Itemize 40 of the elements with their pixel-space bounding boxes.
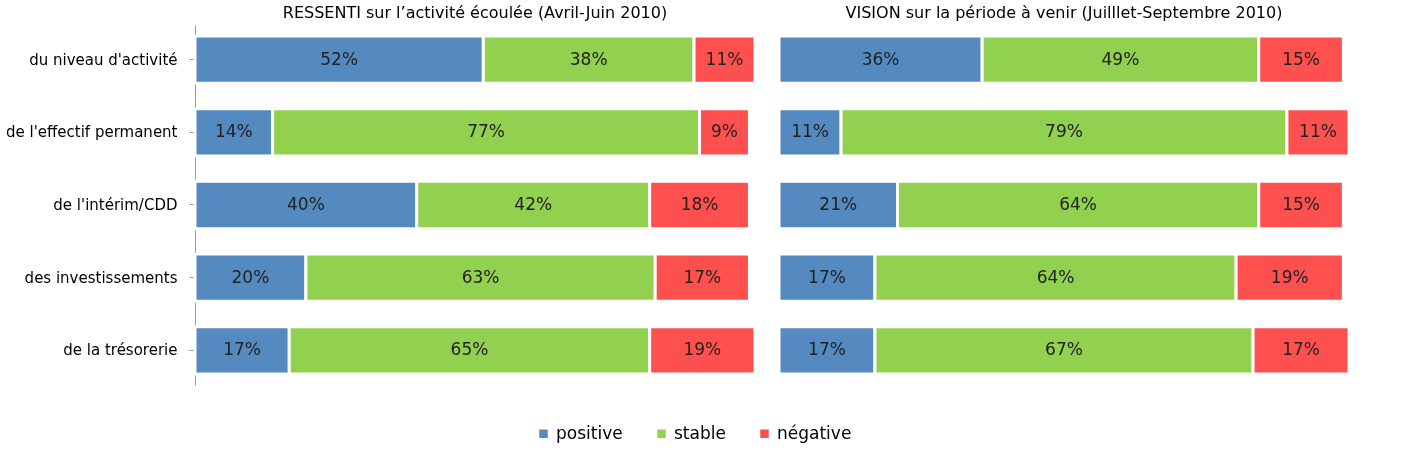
data-label: 17% <box>808 339 846 360</box>
data-label: 17% <box>1282 339 1320 360</box>
legend-label: positive <box>556 422 623 443</box>
legend-label: négative <box>777 422 852 443</box>
data-label: 11% <box>791 121 829 142</box>
data-label: 19% <box>1270 266 1309 287</box>
data-label: 18% <box>680 194 719 214</box>
data-label: 42% <box>514 194 553 214</box>
data-label: 17% <box>808 266 846 287</box>
data-label: 79% <box>1045 121 1083 142</box>
y-tick-label: de la trésorerie <box>63 341 178 360</box>
data-label: 21% <box>819 194 858 214</box>
y-tick-label: de l'effectif permanent <box>5 123 178 142</box>
data-label: 49% <box>1101 48 1140 69</box>
data-label: 36% <box>861 48 900 69</box>
chart-title: RESSENTI sur l’activité écoulée (Avril-Juin 2010) <box>282 3 668 22</box>
data-label: 20% <box>231 266 270 287</box>
data-label: 11% <box>1299 121 1337 142</box>
data-label: 65% <box>450 339 489 360</box>
data-label: 52% <box>320 48 359 69</box>
data-label: 38% <box>569 48 608 69</box>
y-tick-label: des investissements <box>24 268 178 287</box>
data-label: 40% <box>286 194 325 214</box>
y-tick-label: de l'intérim/CDD <box>53 196 178 214</box>
data-label: 14% <box>214 121 253 142</box>
data-label: 77% <box>467 121 505 142</box>
data-label: 64% <box>1036 266 1075 287</box>
data-label: 9% <box>711 121 738 142</box>
data-label: 17% <box>223 339 262 360</box>
data-label: 19% <box>683 339 722 360</box>
data-label: 15% <box>1282 194 1320 214</box>
data-label: 63% <box>461 266 500 287</box>
data-label: 17% <box>683 266 722 287</box>
data-label: 67% <box>1045 339 1083 360</box>
data-label: 11% <box>705 48 744 69</box>
legend-label: stable <box>674 422 726 443</box>
y-tick-label: du niveau d'activité <box>29 50 178 69</box>
data-label: 15% <box>1282 48 1320 69</box>
data-label: 64% <box>1059 194 1098 214</box>
chart-title: VISION sur la période à venir (Juilllet-Septembre 2010) <box>845 3 1283 22</box>
